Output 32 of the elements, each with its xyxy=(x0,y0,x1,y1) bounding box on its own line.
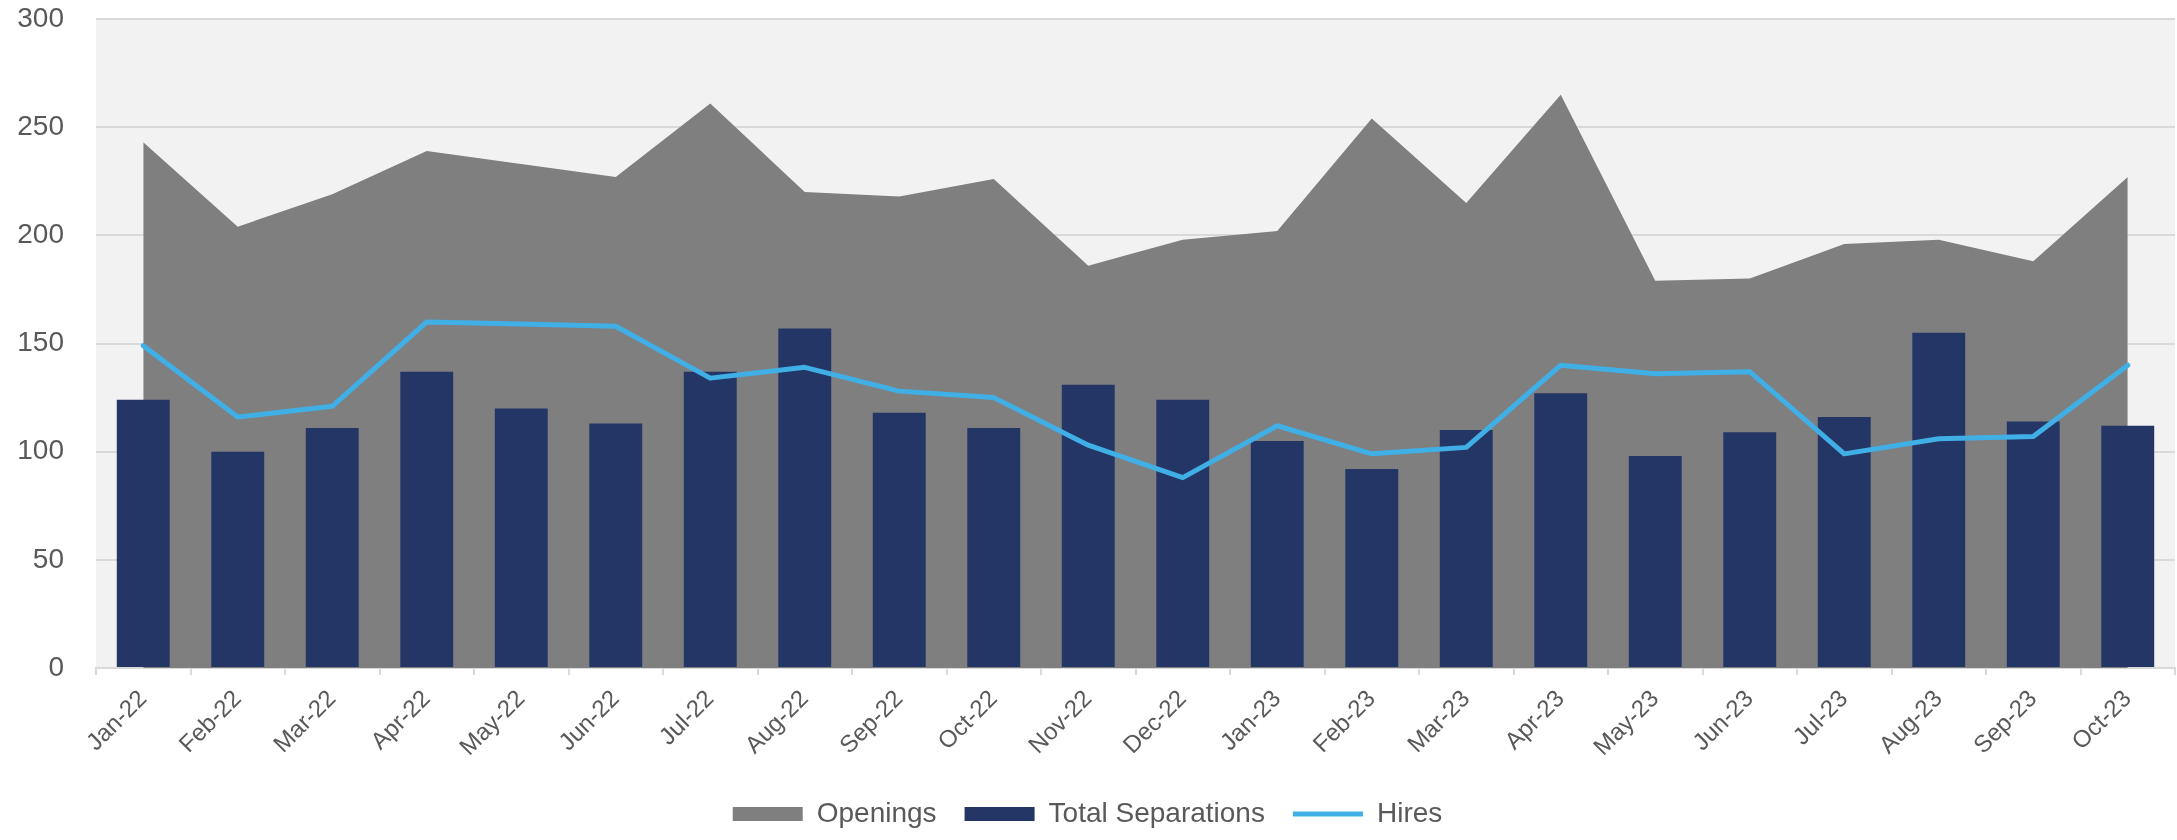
bar xyxy=(1723,432,1777,668)
bar xyxy=(778,328,832,668)
bar xyxy=(1912,332,1966,668)
bar xyxy=(1534,393,1588,668)
bar xyxy=(2006,421,2060,668)
y-tick-label: 200 xyxy=(17,218,64,250)
bar xyxy=(1156,399,1210,668)
bar xyxy=(967,427,1021,668)
bar xyxy=(1817,417,1871,668)
bar xyxy=(2101,425,2155,668)
legend-label: Total Separations xyxy=(1048,796,1265,828)
y-tick-label: 0 xyxy=(48,650,64,682)
bar xyxy=(211,451,265,668)
y-tick-label: 150 xyxy=(17,326,64,358)
bar xyxy=(400,371,454,668)
bar xyxy=(589,423,643,668)
y-tick-label: 50 xyxy=(32,542,64,574)
y-tick-label: 250 xyxy=(17,109,64,141)
bar xyxy=(872,412,926,668)
bar xyxy=(683,371,737,668)
y-tick-label: 100 xyxy=(17,434,64,466)
bar xyxy=(494,408,548,668)
legend-label: Hires xyxy=(1376,796,1443,828)
legend-label: Openings xyxy=(816,796,937,828)
bar xyxy=(1439,430,1493,668)
bar xyxy=(1345,469,1399,668)
bar xyxy=(1628,456,1682,668)
bar xyxy=(1250,440,1304,668)
y-tick-label: 300 xyxy=(17,1,64,33)
bar xyxy=(305,427,359,668)
bar xyxy=(1061,384,1115,668)
bar xyxy=(116,399,170,668)
